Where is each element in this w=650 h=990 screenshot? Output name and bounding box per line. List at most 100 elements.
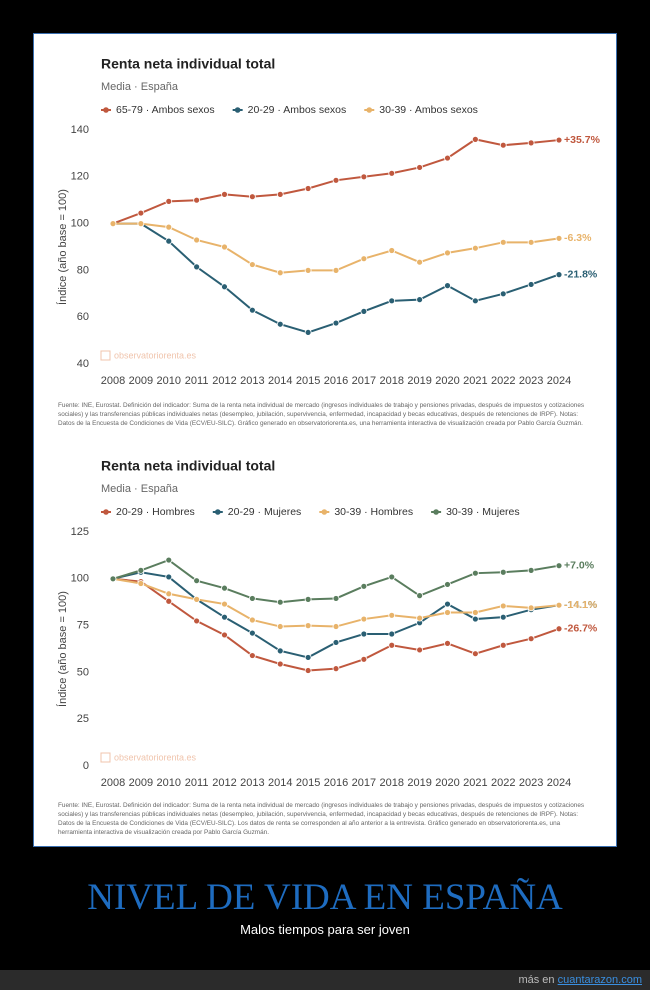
data-point: [555, 234, 563, 242]
post-subtitle: Malos tiempos para ser joven: [240, 922, 410, 937]
watermark: observatoriorenta.es: [114, 752, 197, 762]
data-point: [416, 614, 424, 622]
data-point: [471, 297, 479, 305]
data-point: [276, 598, 284, 606]
data-point: [248, 595, 256, 602]
data-point: [471, 650, 479, 658]
data-point: [444, 581, 451, 588]
data-point: [248, 261, 256, 268]
data-point: [165, 573, 173, 581]
data-point: [471, 135, 479, 143]
footer: más en cuantarazon.com: [0, 970, 650, 990]
chart-title: Renta neta individual total: [101, 56, 275, 72]
y-axis-title: Índice (año base = 100): [56, 591, 69, 707]
data-point: [527, 281, 535, 288]
x-tick-label: 2023: [519, 375, 543, 387]
y-tick-label: 125: [71, 526, 89, 538]
legend-swatch: [103, 107, 109, 113]
data-point: [499, 568, 507, 576]
data-point: [360, 615, 368, 623]
data-point: [444, 249, 451, 257]
y-tick-label: 25: [77, 713, 89, 725]
legend-label: 20-29 · Mujeres: [228, 506, 302, 518]
x-tick-label: 2012: [212, 777, 236, 789]
data-point: [471, 609, 479, 616]
legend-swatch: [321, 509, 328, 515]
x-tick-label: 2023: [519, 777, 543, 789]
legend-label: 30-39 · Hombres: [334, 506, 413, 518]
watermark-icon: [100, 350, 111, 361]
x-tick-label: 2017: [352, 777, 376, 789]
data-point: [304, 654, 312, 661]
data-point: [248, 306, 256, 314]
x-tick-label: 2017: [352, 375, 376, 387]
data-point: [360, 630, 368, 638]
site-link[interactable]: cuantarazon.com: [557, 974, 642, 986]
data-point: [360, 173, 368, 181]
legend-label: 20-29 · Ambos sexos: [248, 104, 347, 116]
data-point: [527, 566, 535, 574]
source-note: Fuente: INE, Eurostat. Definición del in…: [58, 402, 585, 427]
data-point: [193, 196, 201, 204]
data-point: [444, 282, 451, 290]
y-tick-label: 100: [71, 573, 89, 585]
data-point: [527, 635, 535, 643]
data-point: [109, 575, 117, 583]
data-point: [193, 617, 201, 625]
y-tick-label: 50: [77, 666, 89, 678]
change-label: -21.8%: [564, 268, 598, 280]
x-tick-label: 2015: [296, 777, 320, 789]
data-point: [221, 584, 228, 592]
change-label: +35.7%: [564, 134, 601, 146]
data-point: [527, 604, 535, 612]
y-tick-label: 40: [77, 358, 89, 370]
data-point: [416, 592, 424, 600]
x-tick-label: 2019: [407, 375, 431, 387]
x-tick-label: 2022: [491, 777, 515, 789]
chart: Renta neta individual total Media · Españ…: [56, 56, 601, 387]
y-tick-label: 100: [71, 218, 89, 230]
x-tick-label: 2013: [240, 375, 264, 387]
data-point: [304, 185, 312, 192]
data-point: [444, 154, 451, 162]
legend-swatch: [366, 107, 373, 113]
data-point: [388, 297, 396, 305]
data-point: [304, 622, 312, 630]
source-note: Fuente: INE, Eurostat. Definición del in…: [58, 802, 585, 836]
data-point: [193, 595, 201, 603]
data-point: [444, 600, 451, 608]
y-axis-title: Índice (año base = 100): [56, 189, 69, 305]
x-tick-label: 2011: [185, 777, 209, 789]
data-point: [360, 307, 368, 315]
x-tick-label: 2014: [268, 375, 292, 387]
data-point: [416, 296, 424, 304]
data-point: [555, 562, 563, 570]
x-tick-label: 2016: [324, 375, 348, 387]
change-label: -14.1%: [564, 599, 598, 611]
data-point: [304, 595, 312, 603]
legend-label: 20-29 · Hombres: [116, 506, 195, 518]
data-point: [527, 238, 535, 246]
data-point: [388, 573, 396, 581]
data-point: [499, 641, 507, 649]
data-point: [388, 169, 396, 177]
data-point: [332, 319, 340, 327]
data-point: [444, 639, 451, 647]
data-point: [388, 641, 396, 649]
data-point: [137, 220, 145, 228]
data-point: [499, 613, 507, 621]
data-point: [248, 629, 256, 637]
data-point: [471, 244, 479, 252]
data-point: [555, 601, 563, 609]
x-tick-label: 2020: [435, 777, 459, 789]
data-point: [555, 136, 563, 144]
change-label: +7.0%: [564, 559, 595, 571]
data-point: [276, 190, 284, 198]
x-tick-label: 2024: [547, 375, 571, 387]
x-tick-label: 2013: [240, 777, 264, 789]
legend-swatch: [433, 509, 439, 515]
legend-label: 30-39 · Ambos sexos: [379, 104, 478, 116]
data-point: [499, 238, 507, 246]
change-label: -14.1%: [564, 599, 598, 611]
data-point: [276, 320, 284, 328]
